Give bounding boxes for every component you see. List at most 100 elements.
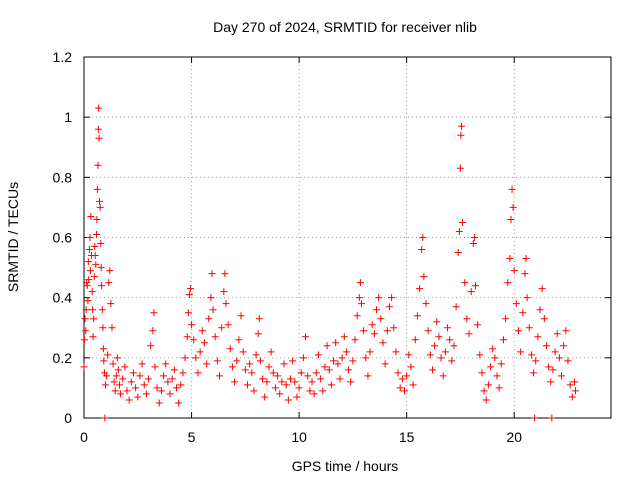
data-point xyxy=(269,369,277,377)
data-point xyxy=(91,243,99,251)
data-point xyxy=(461,279,469,287)
data-point xyxy=(396,384,404,392)
data-point xyxy=(487,363,495,371)
data-point xyxy=(448,357,456,365)
data-point xyxy=(373,306,381,314)
data-point xyxy=(548,414,556,422)
data-point xyxy=(347,378,355,386)
data-point xyxy=(306,387,314,395)
data-point xyxy=(93,215,101,223)
data-point xyxy=(248,369,256,377)
data-point xyxy=(132,384,140,392)
data-point xyxy=(304,372,312,380)
data-point xyxy=(88,288,96,296)
data-point xyxy=(267,348,275,356)
data-point xyxy=(95,134,103,142)
data-point xyxy=(299,354,307,362)
data-point xyxy=(177,381,185,389)
data-point xyxy=(109,360,117,368)
data-point xyxy=(534,333,542,341)
data-point xyxy=(470,234,478,241)
data-point xyxy=(502,315,510,323)
data-point xyxy=(469,240,477,248)
data-point xyxy=(484,381,492,389)
data-point xyxy=(422,300,430,308)
data-point xyxy=(454,249,462,257)
data-point xyxy=(525,324,533,332)
data-point xyxy=(362,354,370,362)
data-point xyxy=(190,336,198,344)
data-point xyxy=(196,348,204,356)
data-point xyxy=(121,363,129,371)
data-point xyxy=(381,360,389,368)
data-point xyxy=(392,348,400,356)
data-point xyxy=(549,366,557,374)
data-point xyxy=(317,375,325,383)
data-point xyxy=(90,273,98,281)
data-point xyxy=(508,185,516,193)
data-point xyxy=(570,378,578,386)
data-point xyxy=(507,215,515,223)
data-point xyxy=(450,342,458,350)
data-point xyxy=(94,161,102,169)
data-point xyxy=(568,393,576,401)
data-point xyxy=(435,333,443,341)
data-point xyxy=(216,372,224,380)
data-point xyxy=(312,369,320,377)
data-point xyxy=(208,270,216,278)
data-point xyxy=(540,315,548,323)
x-tick-label: 0 xyxy=(80,429,88,445)
data-point xyxy=(351,336,359,344)
data-point xyxy=(271,384,279,392)
data-point xyxy=(80,336,88,344)
data-point xyxy=(235,336,243,344)
data-point xyxy=(340,333,348,341)
data-point xyxy=(286,375,294,383)
data-point xyxy=(90,315,98,323)
axis-ticks: 0 5 10 15 20 0 0.2 0.4 0.6 0.8 1 1.2 xyxy=(53,49,611,445)
data-point xyxy=(517,348,525,356)
data-point xyxy=(188,321,196,329)
data-point xyxy=(413,312,421,320)
data-point xyxy=(327,381,335,389)
data-point xyxy=(276,390,284,398)
data-point xyxy=(157,387,165,395)
data-point xyxy=(184,309,192,317)
data-point xyxy=(465,330,473,338)
data-point xyxy=(114,366,122,374)
data-point xyxy=(81,315,89,323)
data-point xyxy=(531,414,539,422)
data-point xyxy=(93,185,101,193)
data-point xyxy=(310,390,318,398)
data-point xyxy=(370,330,378,338)
data-point xyxy=(145,375,153,383)
data-point xyxy=(377,315,385,323)
data-point xyxy=(200,339,208,347)
data-point xyxy=(243,381,251,389)
data-point xyxy=(510,267,518,275)
data-point xyxy=(439,372,447,380)
y-tick-label: 0.2 xyxy=(53,350,73,366)
data-point xyxy=(383,327,391,335)
data-point xyxy=(394,369,402,377)
chart-title: Day 270 of 2024, SRMTID for receiver nli… xyxy=(213,19,477,35)
data-point xyxy=(330,357,338,365)
data-point xyxy=(164,378,172,386)
data-point xyxy=(444,324,452,332)
data-point xyxy=(263,378,271,386)
data-point xyxy=(364,372,372,380)
data-point xyxy=(138,360,146,368)
data-point xyxy=(321,363,329,371)
data-point xyxy=(85,246,93,254)
data-point xyxy=(538,285,546,293)
data-point xyxy=(302,333,310,341)
data-point xyxy=(107,300,115,308)
data-point xyxy=(545,363,553,371)
y-tick-label: 0.6 xyxy=(53,230,73,246)
data-point xyxy=(411,336,419,344)
data-point xyxy=(228,363,236,371)
data-point xyxy=(252,351,260,359)
data-point xyxy=(106,267,114,275)
data-point xyxy=(566,381,574,389)
